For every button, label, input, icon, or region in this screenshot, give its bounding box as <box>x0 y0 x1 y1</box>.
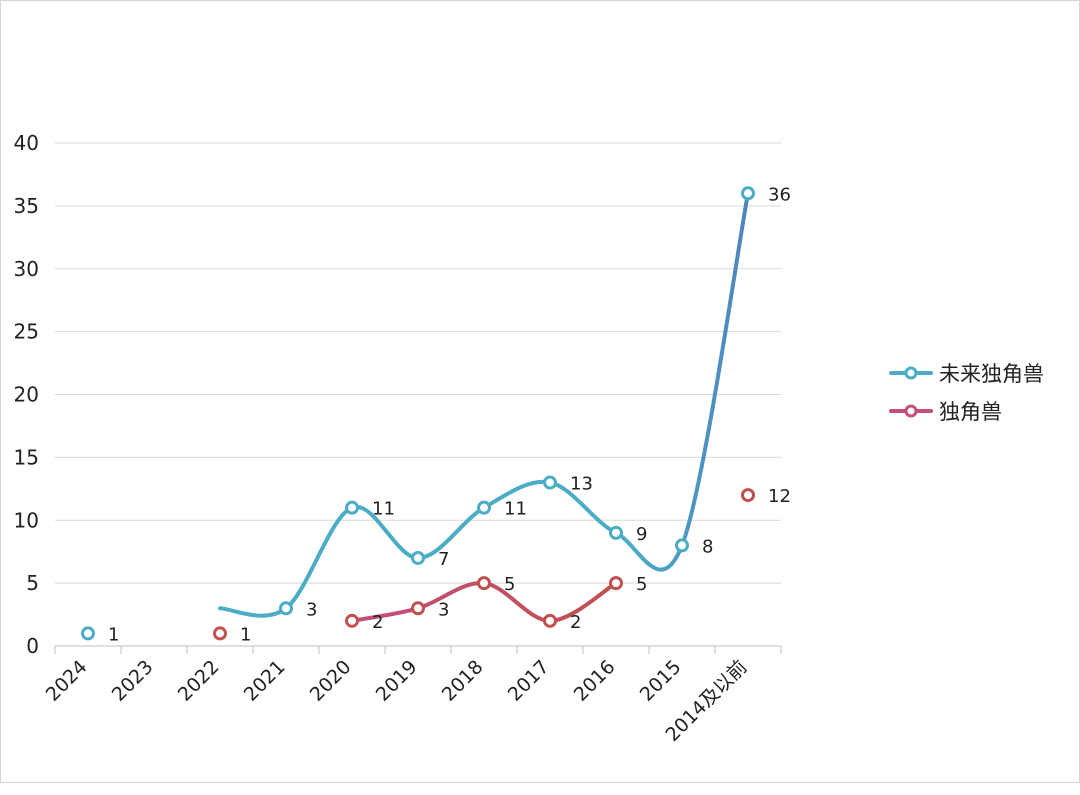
data-point <box>477 500 491 515</box>
data-point <box>345 613 359 628</box>
x-tick-label: 2015 <box>636 656 686 706</box>
series-points <box>81 186 755 641</box>
gridlines <box>55 142 781 584</box>
data-label: 11 <box>504 499 527 520</box>
legend-marker <box>904 404 918 418</box>
data-label: 2 <box>570 612 581 633</box>
series-line-future-unicorn <box>218 191 750 618</box>
data-point <box>345 500 359 515</box>
x-tick-label: 2016 <box>570 656 620 706</box>
data-label: 9 <box>636 524 647 545</box>
y-tick-label: 5 <box>26 571 39 595</box>
y-tick-label: 15 <box>14 445 39 469</box>
x-tick-label: 2024 <box>42 656 92 706</box>
data-point <box>543 613 557 628</box>
x-tick-label: 2022 <box>174 656 224 706</box>
data-label: 2 <box>372 612 383 633</box>
data-label: 36 <box>768 184 791 205</box>
x-tick-label: 2018 <box>438 656 488 706</box>
y-tick-label: 25 <box>14 320 39 344</box>
data-point <box>213 626 227 641</box>
data-point <box>675 538 689 553</box>
y-tick-label: 0 <box>26 634 39 658</box>
data-point <box>81 626 95 641</box>
data-label: 1 <box>108 624 119 645</box>
data-label: 8 <box>702 536 713 557</box>
data-label: 5 <box>636 574 647 595</box>
data-label: 12 <box>768 486 791 507</box>
x-tick-label: 2017 <box>504 656 554 706</box>
data-point <box>411 601 425 616</box>
y-tick-label: 20 <box>14 383 39 407</box>
data-label: 3 <box>306 599 317 620</box>
series-lines <box>218 191 750 623</box>
x-tick-label: 2019 <box>372 656 422 706</box>
axes <box>54 645 782 654</box>
y-tick-label: 35 <box>14 194 39 218</box>
data-point <box>741 488 755 503</box>
data-point <box>411 550 425 565</box>
y-tick-label: 30 <box>14 257 39 281</box>
data-point <box>741 186 755 201</box>
x-axis-ticks: 2024 2023 2022 2021 2020 2019 2018 2017 2016 2015… <box>42 656 752 746</box>
x-tick-label: 2020 <box>306 656 356 706</box>
data-point <box>543 475 557 490</box>
data-label: 13 <box>570 474 593 495</box>
data-label: 5 <box>504 574 515 595</box>
y-tick-label: 40 <box>14 131 39 155</box>
y-axis-ticks: 0 5 10 15 20 25 30 35 40 <box>14 131 39 658</box>
data-point <box>609 576 623 591</box>
data-label: 3 <box>438 599 449 620</box>
legend-label: 未来独角兽 <box>939 362 1044 386</box>
y-tick-label: 10 <box>14 508 39 532</box>
legend-label: 独角兽 <box>939 400 1002 424</box>
data-point <box>609 525 623 540</box>
x-tick-label: 2021 <box>240 656 290 706</box>
data-label: 11 <box>372 499 395 520</box>
data-label: 7 <box>438 549 449 570</box>
data-label: 1 <box>240 624 251 645</box>
x-tick-label: 2023 <box>108 656 158 706</box>
legend-marker <box>904 366 918 380</box>
data-point <box>477 576 491 591</box>
data-point <box>279 601 293 616</box>
